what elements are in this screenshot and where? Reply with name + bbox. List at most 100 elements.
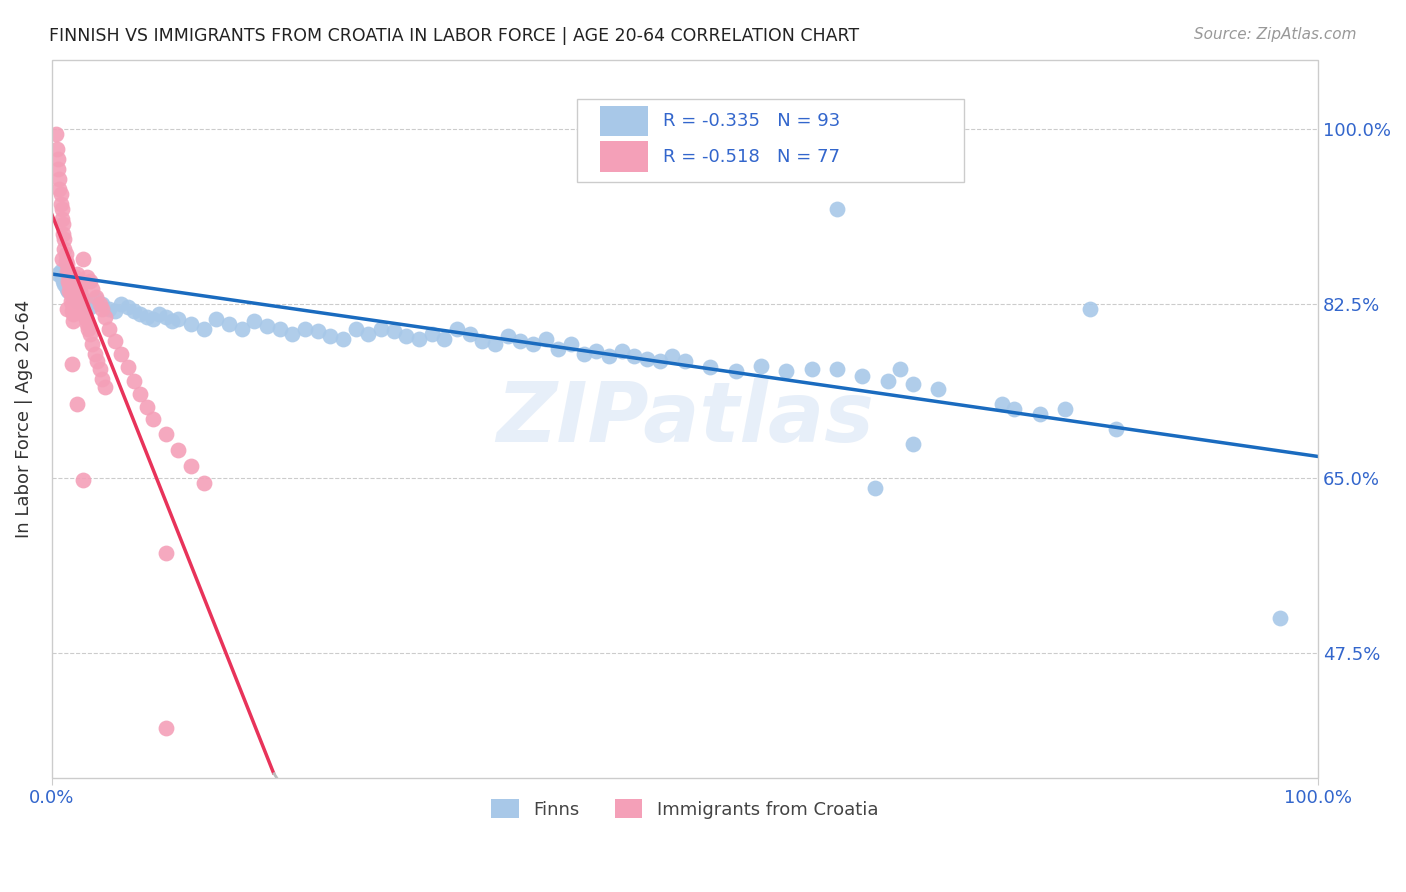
Point <box>104 334 127 348</box>
Point <box>547 342 569 356</box>
Point <box>990 396 1012 410</box>
Point <box>180 317 202 331</box>
Point <box>53 242 76 256</box>
Point <box>135 400 157 414</box>
Text: ZIPatlas: ZIPatlas <box>496 378 875 459</box>
Point <box>66 396 89 410</box>
Point <box>104 304 127 318</box>
Y-axis label: In Labor Force | Age 20-64: In Labor Force | Age 20-64 <box>15 300 32 538</box>
Point <box>75 311 97 326</box>
Point <box>69 284 91 298</box>
Point <box>51 202 73 217</box>
Point <box>876 374 898 388</box>
Bar <box>600 105 648 136</box>
Point <box>135 310 157 324</box>
Point <box>60 287 83 301</box>
Point <box>60 304 83 318</box>
Point <box>775 364 797 378</box>
Point <box>66 274 89 288</box>
Point <box>110 347 132 361</box>
Point <box>45 142 67 156</box>
Point <box>65 290 87 304</box>
Point <box>82 336 104 351</box>
Point <box>420 326 443 341</box>
Point <box>63 277 86 291</box>
Point <box>79 300 101 314</box>
Point <box>72 474 94 488</box>
Point <box>1028 407 1050 421</box>
Point <box>70 296 93 310</box>
Point <box>53 277 76 291</box>
Point <box>319 328 342 343</box>
Point <box>73 307 96 321</box>
Point <box>1053 401 1076 416</box>
Point <box>48 172 70 186</box>
Point <box>66 293 89 308</box>
Point <box>901 376 924 391</box>
Point <box>94 310 117 324</box>
Point <box>59 287 82 301</box>
Point <box>69 287 91 301</box>
Point <box>522 336 544 351</box>
Point <box>70 290 93 304</box>
Point <box>91 301 114 316</box>
Point <box>63 292 86 306</box>
Point <box>110 297 132 311</box>
Point <box>167 443 190 458</box>
Point <box>52 274 75 288</box>
Point <box>122 374 145 388</box>
Point <box>129 307 152 321</box>
Point <box>46 162 69 177</box>
Point <box>48 182 70 196</box>
Point <box>79 274 101 288</box>
Point <box>58 274 80 288</box>
Point <box>55 254 77 268</box>
Point <box>83 347 105 361</box>
Point <box>76 297 98 311</box>
Point <box>142 311 165 326</box>
Point <box>63 270 86 285</box>
Point <box>58 267 80 281</box>
Point <box>661 349 683 363</box>
Point <box>1104 421 1126 435</box>
Point <box>927 382 949 396</box>
Point <box>307 324 329 338</box>
Point <box>60 297 83 311</box>
Text: R = -0.335   N = 93: R = -0.335 N = 93 <box>664 112 841 129</box>
Point <box>79 326 101 341</box>
Point <box>51 270 73 285</box>
Point <box>142 411 165 425</box>
Point <box>117 359 139 374</box>
Point <box>851 368 873 383</box>
Point <box>62 290 84 304</box>
Point <box>863 482 886 496</box>
Point <box>66 267 89 281</box>
Point <box>97 322 120 336</box>
Point <box>72 292 94 306</box>
Point <box>77 322 100 336</box>
Point <box>52 217 75 231</box>
Point <box>408 332 430 346</box>
Point <box>67 280 90 294</box>
Point <box>155 546 177 560</box>
Point <box>800 361 823 376</box>
Point <box>471 334 494 348</box>
Point <box>193 322 215 336</box>
Point <box>97 301 120 316</box>
Point <box>89 361 111 376</box>
Point <box>889 361 911 376</box>
Point <box>382 324 405 338</box>
Point <box>446 322 468 336</box>
Point <box>76 317 98 331</box>
Point <box>55 247 77 261</box>
Point <box>62 307 84 321</box>
Point <box>84 292 107 306</box>
Point <box>1002 401 1025 416</box>
Point <box>49 187 72 202</box>
Point <box>58 284 80 298</box>
Point <box>218 317 240 331</box>
Point <box>56 301 79 316</box>
Text: FINNISH VS IMMIGRANTS FROM CROATIA IN LABOR FORCE | AGE 20-64 CORRELATION CHART: FINNISH VS IMMIGRANTS FROM CROATIA IN LA… <box>49 27 859 45</box>
Point <box>62 314 84 328</box>
Point <box>56 264 79 278</box>
